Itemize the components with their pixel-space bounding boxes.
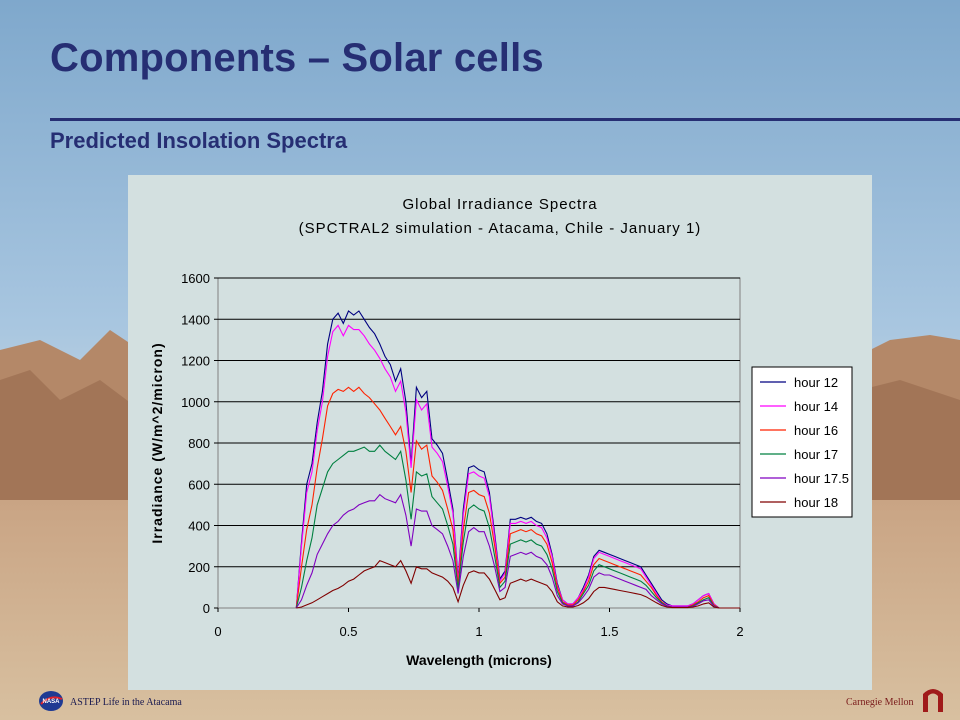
x-tick-label: 1.5: [600, 624, 618, 639]
legend-label: hour 12: [794, 375, 838, 390]
chart-area-background: [128, 175, 872, 690]
y-axis-label: Irradiance (W/m^2/micron): [149, 342, 165, 543]
legend-label: hour 17: [794, 447, 838, 462]
x-tick-label: 0: [214, 624, 221, 639]
title-rule: [50, 118, 960, 121]
series-line: [295, 493, 740, 609]
slide-subtitle: Predicted Insolation Spectra: [50, 128, 348, 153]
svg-text:NASA: NASA: [42, 699, 60, 705]
carnegie-mellon-logo-icon: [923, 689, 943, 712]
x-tick-label: 0.5: [339, 624, 357, 639]
series-line: [295, 310, 740, 609]
legend-box: [751, 366, 853, 518]
chart-legend: hour 12 hour 14 hour 16 hour 17 hour 17.5 hou…: [751, 366, 853, 518]
legend-label: hour 14: [794, 399, 838, 414]
y-tick-label: 800: [188, 436, 210, 451]
x-tick-label: 1: [475, 624, 482, 639]
y-tick-label: 200: [188, 560, 210, 575]
y-tick-label: 400: [188, 519, 210, 534]
irradiance-chart: Global Irradiance Spectra (SPCTRAL2 simu…: [128, 175, 872, 690]
legend-label: hour 18: [794, 495, 838, 510]
legend-label: hour 17.5: [794, 471, 849, 486]
x-axis-label: Wavelength (microns): [406, 652, 552, 668]
y-tick-label: 0: [203, 601, 210, 616]
series-line: [295, 324, 740, 609]
nasa-logo-icon: NASA: [39, 691, 63, 711]
y-tick-label: 1600: [181, 271, 210, 286]
y-tick-label: 600: [188, 477, 210, 492]
x-tick-label: 2: [736, 624, 743, 639]
slide-title: Components – Solar cells: [50, 36, 544, 80]
chart-title: Global Irradiance Spectra: [402, 196, 597, 213]
series-line: [296, 559, 740, 609]
footer-right-text: Carnegie Mellon: [846, 697, 914, 708]
legend-label: hour 16: [794, 423, 838, 438]
y-tick-label: 1000: [181, 395, 210, 410]
footer-left-text: ASTEP Life in the Atacama: [70, 697, 182, 708]
chart-subtitle: (SPCTRAL2 simulation - Atacama, Chile - …: [299, 220, 702, 237]
y-tick-label: 1400: [181, 312, 210, 327]
y-tick-label: 1200: [181, 354, 210, 369]
